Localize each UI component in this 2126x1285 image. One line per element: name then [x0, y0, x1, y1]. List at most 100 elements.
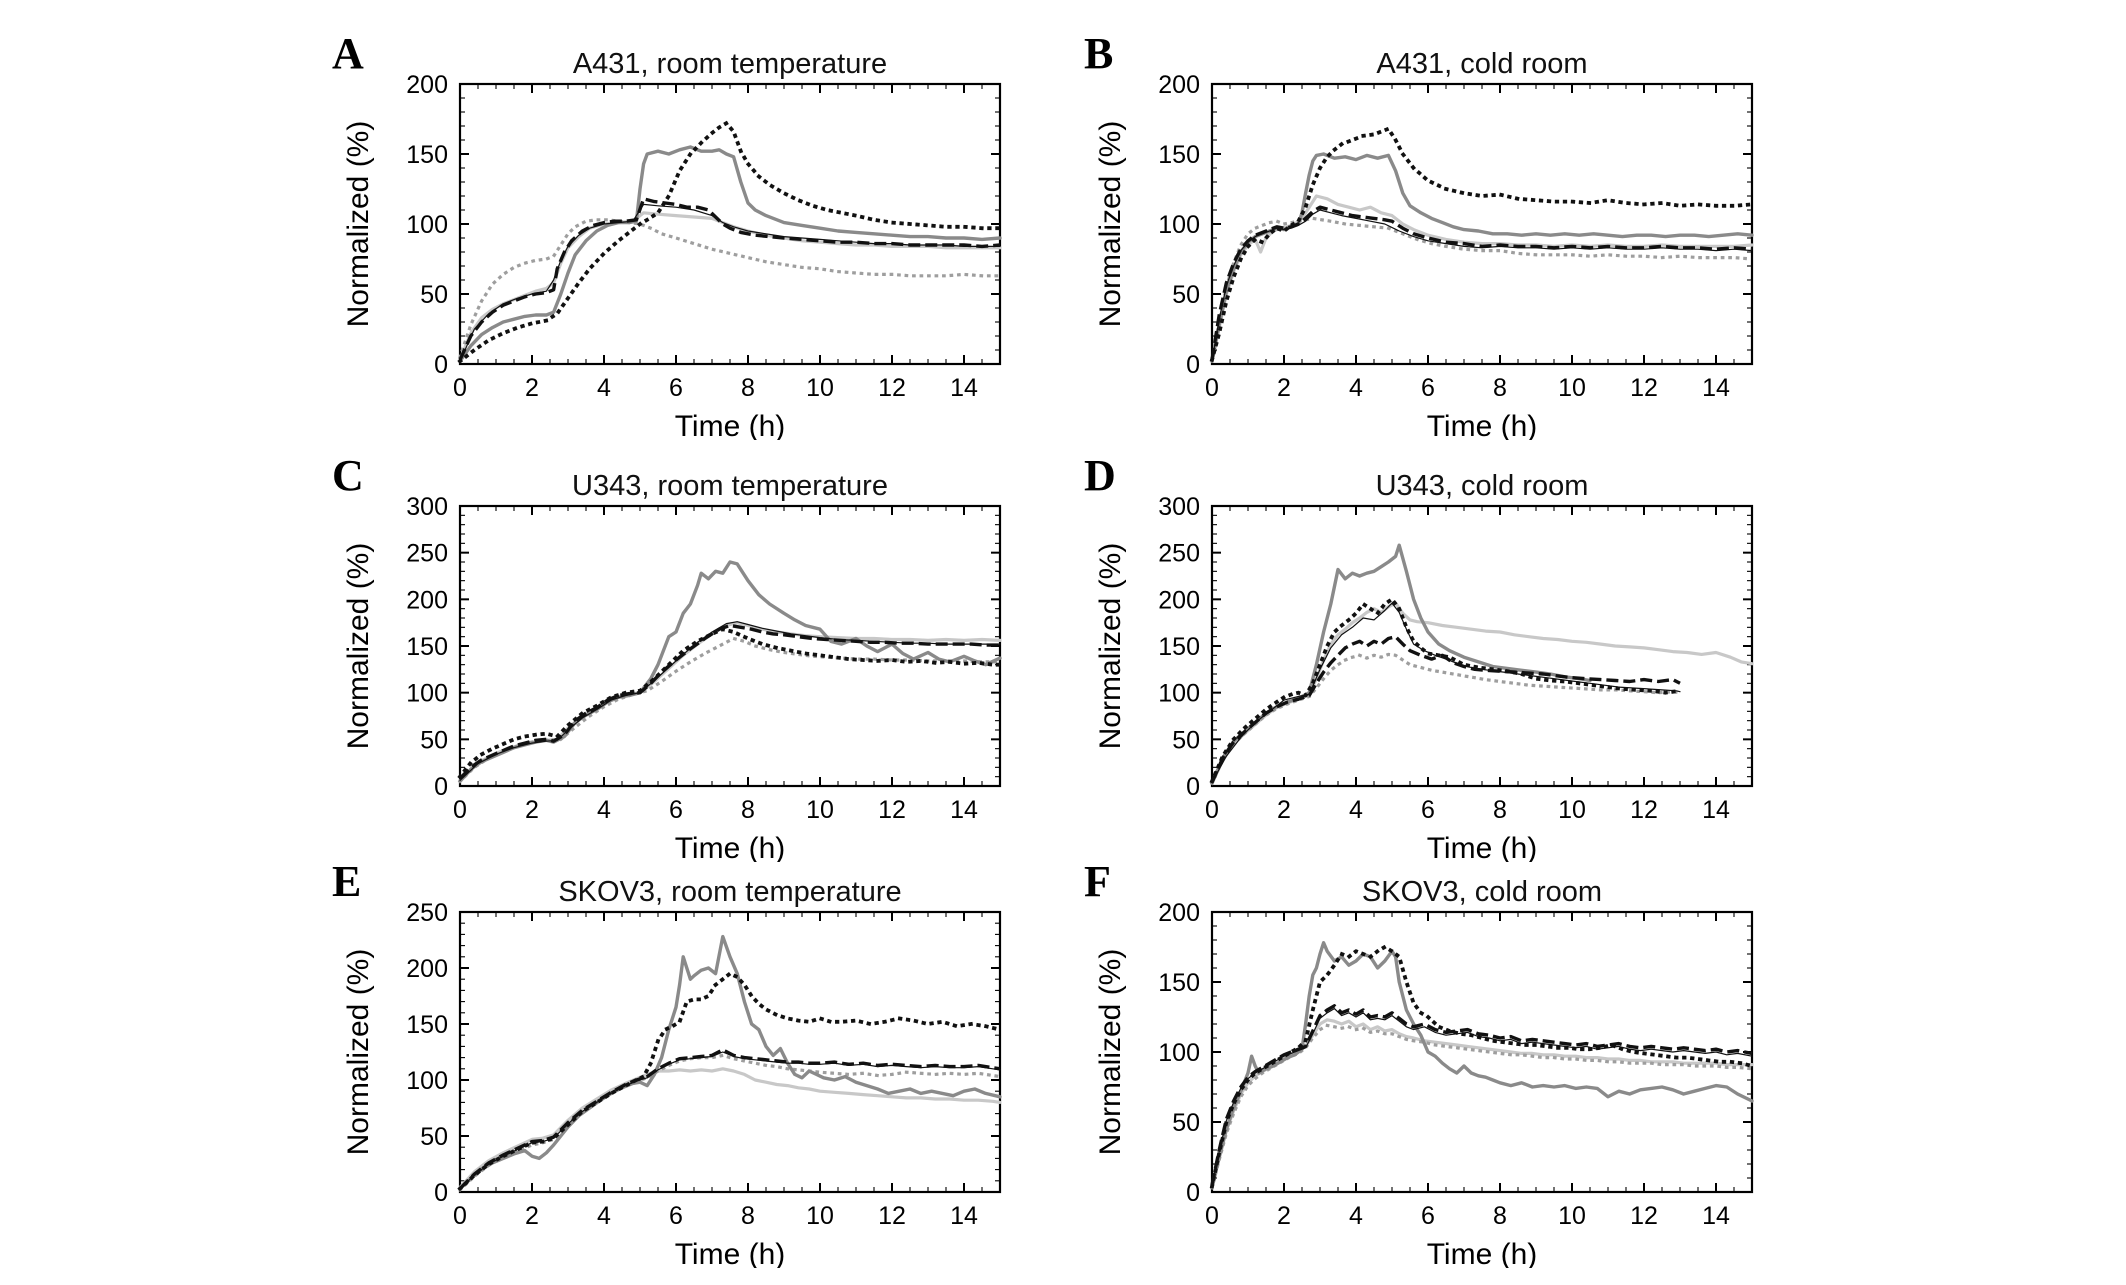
- panel-title-d: U343, cold room: [1375, 470, 1589, 502]
- panel-label-c: C: [332, 451, 364, 500]
- svg-text:100: 100: [1158, 1039, 1200, 1067]
- svg-text:2: 2: [1277, 374, 1291, 402]
- svg-text:12: 12: [878, 796, 906, 824]
- svg-text:0: 0: [453, 796, 467, 824]
- panel-label-e: E: [332, 857, 362, 906]
- svg-text:150: 150: [1158, 633, 1200, 661]
- svg-text:Time (h): Time (h): [1427, 1238, 1538, 1268]
- svg-text:14: 14: [1702, 1202, 1730, 1230]
- svg-text:10: 10: [1558, 1202, 1586, 1230]
- svg-text:6: 6: [1421, 796, 1435, 824]
- series-a-gray-solid: [458, 145, 1002, 363]
- plot-u343-cold-room: 0 2 4 6 8 10 12 14 0 50 100 150 200 250 300 Time (h) Nor…: [1094, 493, 1754, 862]
- plot-skov3-cold-room: 0 2 4 6 8 10 12 14 0 50 100 150 200 Time (h) Normalize…: [1094, 899, 1755, 1268]
- svg-text:12: 12: [1630, 1202, 1658, 1230]
- series-a-black-dash: [458, 197, 1001, 361]
- svg-text:0: 0: [1186, 1179, 1200, 1207]
- svg-text:200: 200: [1158, 71, 1200, 99]
- panel-title-c: U343, room temperature: [572, 470, 888, 502]
- svg-text:150: 150: [406, 141, 448, 169]
- series-a-black-dot: [457, 121, 1002, 364]
- svg-text:50: 50: [420, 726, 448, 754]
- svg-text:0: 0: [453, 1202, 467, 1230]
- series-c-lightgray-solid: [458, 621, 1002, 783]
- svg-text:8: 8: [1493, 374, 1507, 402]
- panel-skov3-cold-room: F SKOV3, cold room 0 2 4 6 8 10 12 14 0 50 100 150 2…: [1082, 848, 1772, 1268]
- svg-text:200: 200: [1158, 586, 1200, 614]
- svg-text:50: 50: [420, 1123, 448, 1151]
- svg-text:2: 2: [1277, 796, 1291, 824]
- svg-text:0: 0: [1205, 796, 1219, 824]
- svg-text:4: 4: [1349, 374, 1363, 402]
- panel-title-b: A431, cold room: [1376, 48, 1588, 80]
- svg-text:8: 8: [741, 796, 755, 824]
- plot-a431-room-temp: 0 2 4 6 8 10 12 14 0 50 100 150 200 Time (h) Normalize…: [342, 71, 1002, 440]
- series-a-lightgray-solid: [458, 211, 1002, 362]
- panel-a431-room-temp: A A431, room temperature 0 2 4 6 8 10 12 14 0 50 1…: [330, 20, 1020, 440]
- plot-a431-cold-room: 0 2 4 6 8 10 12 14 0 50 100 150 200 Time (h) Normalize…: [1094, 71, 1755, 440]
- svg-text:Time (h): Time (h): [675, 832, 786, 862]
- series-d-gray-dot: [1209, 652, 1682, 786]
- series-f-black-dot: [1209, 945, 1755, 1189]
- svg-text:200: 200: [406, 586, 448, 614]
- svg-text:8: 8: [741, 1202, 755, 1230]
- svg-text:10: 10: [1558, 374, 1586, 402]
- series-b-black-dash: [1210, 205, 1753, 361]
- series-c-black-thin: [459, 621, 1001, 781]
- svg-text:0: 0: [1186, 351, 1200, 379]
- svg-text:150: 150: [406, 1011, 448, 1039]
- svg-text:0: 0: [434, 773, 448, 801]
- svg-text:10: 10: [806, 1202, 834, 1230]
- panel-skov3-room-temp: E SKOV3, room temperature 0 2 4 6 8 10 12 14 0 50…: [330, 848, 1020, 1268]
- panel-title-e: SKOV3, room temperature: [558, 876, 902, 908]
- svg-text:250: 250: [1158, 540, 1200, 568]
- series-d-black-dot: [1209, 597, 1683, 784]
- svg-text:50: 50: [1172, 1109, 1200, 1137]
- series-f-black-dash: [1210, 1004, 1753, 1186]
- series-d-black-dash: [1210, 634, 1681, 783]
- svg-text:8: 8: [1493, 1202, 1507, 1230]
- svg-text:4: 4: [1349, 796, 1363, 824]
- series-e-gray-solid: [458, 934, 1002, 1191]
- svg-text:150: 150: [406, 633, 448, 661]
- svg-text:14: 14: [1702, 374, 1730, 402]
- series-e-black-dash: [458, 1048, 1001, 1190]
- svg-text:14: 14: [950, 1202, 978, 1230]
- svg-text:0: 0: [434, 351, 448, 379]
- svg-text:14: 14: [1702, 796, 1730, 824]
- svg-text:Time (h): Time (h): [1427, 832, 1538, 862]
- plot-skov3-room-temp: 0 2 4 6 8 10 12 14 0 50 100 150 200 250 Time (h) Normal…: [342, 899, 1003, 1268]
- svg-text:4: 4: [597, 1202, 611, 1230]
- svg-text:2: 2: [525, 374, 539, 402]
- svg-text:100: 100: [406, 211, 448, 239]
- series-d-gray-solid: [1210, 543, 1592, 785]
- svg-text:Normalized (%): Normalized (%): [342, 121, 375, 328]
- svg-text:Normalized (%): Normalized (%): [1094, 543, 1127, 750]
- series-e-lightgray-solid: [458, 1067, 1002, 1190]
- series-c-black-dot: [457, 627, 1002, 780]
- svg-text:150: 150: [1158, 969, 1200, 997]
- svg-text:200: 200: [406, 955, 448, 983]
- svg-text:12: 12: [878, 374, 906, 402]
- svg-text:6: 6: [1421, 1202, 1435, 1230]
- series-b-gray-dot: [1210, 216, 1754, 362]
- svg-text:50: 50: [420, 281, 448, 309]
- svg-text:100: 100: [1158, 680, 1200, 708]
- svg-text:2: 2: [1277, 1202, 1291, 1230]
- svg-text:Time (h): Time (h): [675, 410, 786, 440]
- svg-text:14: 14: [950, 374, 978, 402]
- svg-text:Normalized (%): Normalized (%): [1094, 949, 1127, 1156]
- panel-label-d: D: [1084, 451, 1116, 500]
- panel-a431-cold-room: B A431, cold room 0 2 4 6 8 10 12 14 0 50 100 150 20…: [1082, 20, 1772, 440]
- svg-text:4: 4: [597, 374, 611, 402]
- series-e-gray-dot: [457, 1053, 1002, 1193]
- svg-text:10: 10: [806, 796, 834, 824]
- svg-text:4: 4: [1349, 1202, 1363, 1230]
- svg-text:2: 2: [525, 796, 539, 824]
- svg-text:0: 0: [1205, 374, 1219, 402]
- svg-text:300: 300: [1158, 493, 1200, 521]
- svg-text:0: 0: [1186, 773, 1200, 801]
- svg-text:6: 6: [669, 1202, 683, 1230]
- svg-text:50: 50: [1172, 281, 1200, 309]
